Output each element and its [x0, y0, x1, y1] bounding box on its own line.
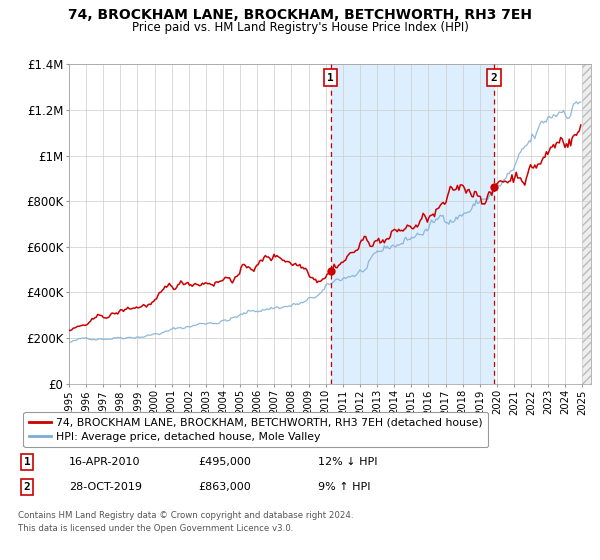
Text: 1: 1 — [23, 457, 31, 467]
Bar — [583, 64, 600, 384]
Text: 2: 2 — [491, 73, 497, 83]
Text: Price paid vs. HM Land Registry's House Price Index (HPI): Price paid vs. HM Land Registry's House … — [131, 21, 469, 34]
Text: 9% ↑ HPI: 9% ↑ HPI — [318, 482, 371, 492]
Text: £863,000: £863,000 — [198, 482, 251, 492]
Text: 28-OCT-2019: 28-OCT-2019 — [69, 482, 142, 492]
Legend: 74, BROCKHAM LANE, BROCKHAM, BETCHWORTH, RH3 7EH (detached house), HPI: Average : 74, BROCKHAM LANE, BROCKHAM, BETCHWORTH,… — [23, 412, 488, 447]
Text: 1: 1 — [328, 73, 334, 83]
Text: 12% ↓ HPI: 12% ↓ HPI — [318, 457, 377, 467]
Text: 2: 2 — [23, 482, 31, 492]
Text: 16-APR-2010: 16-APR-2010 — [69, 457, 140, 467]
Bar — [331, 64, 494, 384]
Text: Contains HM Land Registry data © Crown copyright and database right 2024.: Contains HM Land Registry data © Crown c… — [18, 511, 353, 520]
Text: 74, BROCKHAM LANE, BROCKHAM, BETCHWORTH, RH3 7EH: 74, BROCKHAM LANE, BROCKHAM, BETCHWORTH,… — [68, 8, 532, 22]
Text: £495,000: £495,000 — [198, 457, 251, 467]
Text: This data is licensed under the Open Government Licence v3.0.: This data is licensed under the Open Gov… — [18, 524, 293, 533]
